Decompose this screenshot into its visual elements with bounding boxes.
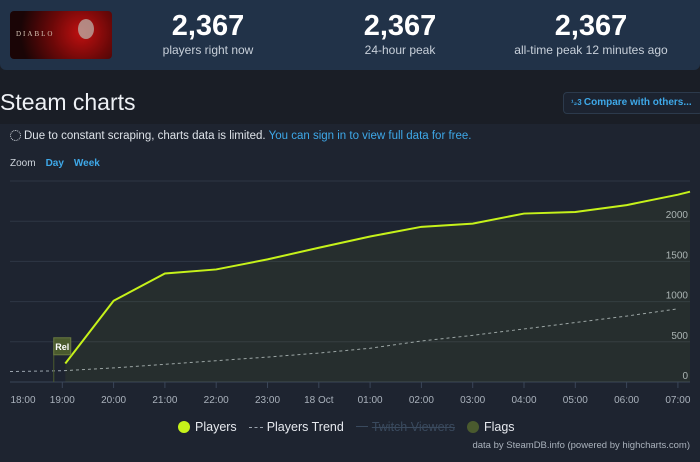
flag-label: Rel xyxy=(55,342,69,352)
legend-label: Flags xyxy=(483,420,515,434)
x-tick-label: 23:00 xyxy=(255,395,280,406)
stat-value: 2,367 xyxy=(363,10,437,42)
game-cover-image[interactable]: DIABLO xyxy=(10,11,112,59)
x-tick-label: 20:00 xyxy=(101,395,126,406)
x-tick-label: 03:00 xyxy=(460,395,485,406)
stat-label: players right now xyxy=(162,43,254,57)
legend-flags[interactable]: Flags xyxy=(466,420,515,434)
stat-value: 2,367 xyxy=(554,10,628,42)
flags-dot-icon xyxy=(466,421,479,433)
y-tick-label: 0 xyxy=(682,371,688,382)
x-tick-label: 22:00 xyxy=(204,395,229,406)
stat-24h-peak: 2,367 24-hour peak xyxy=(300,10,500,57)
sign-in-link[interactable]: You can sign in to view full data for fr… xyxy=(268,130,472,142)
chart-panel xyxy=(0,124,700,462)
chart-legend: Players Players Trend Twitch Viewers Fla… xyxy=(178,420,515,434)
zoom-week-button[interactable]: Week xyxy=(73,158,100,169)
x-tick-label: 02:00 xyxy=(409,395,434,406)
x-tick-label: 19:00 xyxy=(50,395,75,406)
players-chart[interactable]: 0 500 1000 1500 2000 18:00 19:00 20:00 21:00 22:0… xyxy=(0,170,700,410)
stat-label: 24-hour peak xyxy=(364,43,436,57)
stat-players-now: 2,367 players right now xyxy=(108,10,308,57)
compare-label: Compare with others... xyxy=(583,97,692,108)
legend-label: Players Trend xyxy=(266,420,344,434)
players-area xyxy=(65,191,691,382)
legend-label: Players xyxy=(195,420,237,434)
notice: Due to constant scraping, charts data is… xyxy=(10,130,472,142)
y-tick-label: 1000 xyxy=(666,291,689,302)
numbered-list-icon: ¹₂3 xyxy=(571,98,584,107)
notice-text: Due to constant scraping, charts data is… xyxy=(24,130,266,142)
x-tick-label: 18 Oct xyxy=(304,395,334,406)
players-trend-line xyxy=(9,308,678,373)
line-icon xyxy=(355,426,368,427)
x-tick-label: 18:00 xyxy=(10,395,35,406)
y-tick-label: 500 xyxy=(671,331,688,342)
flag-marker xyxy=(53,337,72,356)
zoom-day-button[interactable]: Day xyxy=(45,158,64,169)
players-line xyxy=(64,190,691,365)
x-tick-label: 07:00 xyxy=(665,395,690,406)
stat-value: 2,367 xyxy=(171,10,245,42)
dashed-line-icon xyxy=(248,427,263,428)
x-tick-label: 04:00 xyxy=(511,395,536,406)
stat-all-time-peak: 2,367 all-time peak 12 minutes ago xyxy=(491,10,691,57)
compare-button[interactable]: ¹₂3 Compare with others... xyxy=(563,92,700,114)
legend-players[interactable]: Players xyxy=(178,420,237,434)
page-title: Steam charts xyxy=(0,89,136,115)
stat-label: all-time peak 12 minutes ago xyxy=(514,43,668,57)
zoom-label: Zoom xyxy=(10,158,36,169)
y-tick-label: 2000 xyxy=(666,210,689,221)
loading-icon xyxy=(10,130,21,141)
legend-twitch-viewers[interactable]: Twitch Viewers xyxy=(355,420,455,434)
x-tick-label: 21:00 xyxy=(152,395,177,406)
x-tick-label: 01:00 xyxy=(358,395,383,406)
legend-label: Twitch Viewers xyxy=(371,420,455,434)
x-tick-label: 06:00 xyxy=(614,395,639,406)
stats-header: DIABLO 2,367 players right now 2,367 24-ho… xyxy=(0,0,700,70)
zoom-controls: Zoom Day Week xyxy=(10,158,100,169)
game-logo: DIABLO xyxy=(16,30,55,38)
x-tick-label: 05:00 xyxy=(563,395,588,406)
legend-players-trend[interactable]: Players Trend xyxy=(248,420,344,434)
players-dot-icon xyxy=(178,421,190,433)
chart-credit[interactable]: data by SteamDB.info (powered by highcha… xyxy=(472,440,690,451)
y-tick-label: 1500 xyxy=(666,250,689,261)
